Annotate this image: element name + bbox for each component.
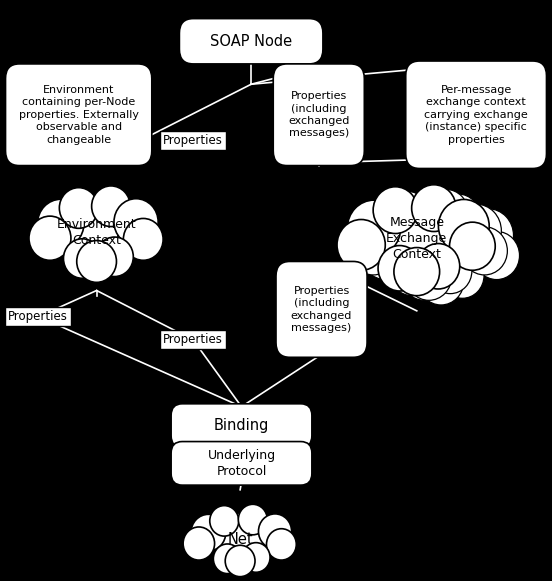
Circle shape [77,241,116,282]
Circle shape [436,194,480,241]
FancyBboxPatch shape [406,61,546,168]
Circle shape [60,188,98,228]
Circle shape [267,529,296,560]
Circle shape [349,224,397,275]
Circle shape [96,237,134,277]
Text: Properties
(including
exchanged
messages): Properties (including exchanged messages… [288,91,349,138]
Circle shape [371,209,425,266]
Circle shape [394,248,439,296]
Circle shape [391,203,467,283]
Circle shape [424,189,468,236]
FancyBboxPatch shape [6,64,152,166]
Circle shape [258,514,291,548]
Text: Per-message
exchange context
carrying exchange
(instance) specific
properties: Per-message exchange context carrying ex… [424,85,528,145]
Text: Binding: Binding [214,418,269,433]
Text: Message
Exchange
Context: Message Exchange Context [386,216,447,261]
Circle shape [124,218,163,260]
Circle shape [63,198,130,267]
Circle shape [474,231,519,279]
Circle shape [114,199,158,245]
Circle shape [191,514,226,551]
FancyBboxPatch shape [273,64,364,166]
Text: Properties: Properties [163,333,222,346]
Circle shape [29,216,71,260]
Circle shape [337,220,385,270]
Circle shape [92,186,130,227]
Circle shape [379,198,455,278]
Circle shape [417,243,460,289]
Circle shape [38,199,84,248]
Circle shape [449,222,495,270]
Text: Properties: Properties [8,310,68,323]
Circle shape [362,229,410,279]
Circle shape [238,504,267,535]
Circle shape [210,505,238,536]
Circle shape [429,248,472,293]
Circle shape [378,246,421,291]
Text: Properties: Properties [163,134,222,147]
FancyBboxPatch shape [171,404,312,447]
Text: SOAP Node: SOAP Node [210,34,292,49]
Circle shape [418,257,464,305]
Circle shape [402,255,445,300]
Circle shape [403,207,479,288]
Circle shape [463,209,513,262]
Circle shape [63,239,101,278]
Text: Environment
Context: Environment Context [57,218,136,247]
Text: Underlying
Protocol: Underlying Protocol [208,449,275,478]
Circle shape [406,252,452,300]
Circle shape [183,527,215,560]
Circle shape [215,513,265,565]
Circle shape [385,191,430,238]
Circle shape [390,250,433,296]
Circle shape [412,185,456,231]
Text: Properties
(including
exchanged
messages): Properties (including exchanged messages… [291,286,352,333]
Circle shape [225,545,255,576]
Circle shape [397,196,442,243]
Text: Environment
containing per-Node
properties. Externally
observable and
changeable: Environment containing per-Node properti… [19,85,139,145]
Circle shape [359,205,413,261]
Circle shape [438,199,489,253]
Circle shape [347,200,401,256]
Circle shape [450,204,501,257]
Circle shape [441,253,484,298]
Circle shape [213,544,241,573]
FancyBboxPatch shape [179,19,323,64]
Circle shape [461,227,507,275]
Circle shape [242,543,270,572]
FancyBboxPatch shape [276,261,367,357]
Text: Net: Net [227,532,253,547]
FancyBboxPatch shape [171,442,312,485]
Circle shape [373,187,418,234]
